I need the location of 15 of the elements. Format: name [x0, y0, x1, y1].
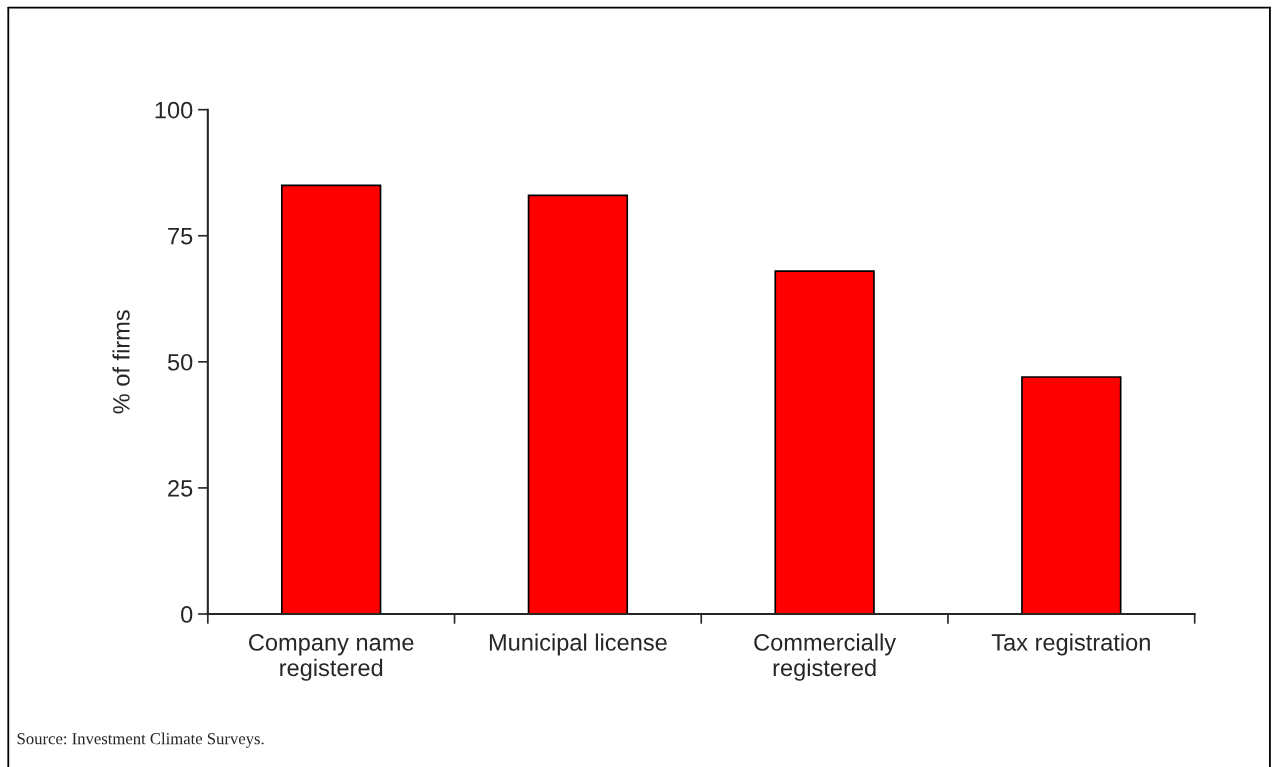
x-tick-label: Commercially registered	[754, 633, 897, 681]
y-tick-label: 100	[155, 101, 193, 119]
bar	[281, 184, 382, 614]
y-tick-label: 25	[168, 479, 193, 497]
y-axis-title: % of firms	[112, 310, 130, 414]
source-note: Source: Investment Climate Surveys.	[17, 732, 264, 748]
bar	[527, 194, 629, 614]
x-tick-label: Tax registration	[991, 633, 1150, 656]
bar	[1021, 376, 1122, 614]
y-tick-label: 75	[168, 228, 193, 245]
bar	[774, 270, 875, 614]
x-tick-label: Municipal license	[489, 633, 667, 656]
y-tick-label: 0	[181, 606, 193, 623]
x-tick-label: Company name registered	[249, 634, 414, 681]
y-tick-label: 50	[167, 353, 193, 371]
